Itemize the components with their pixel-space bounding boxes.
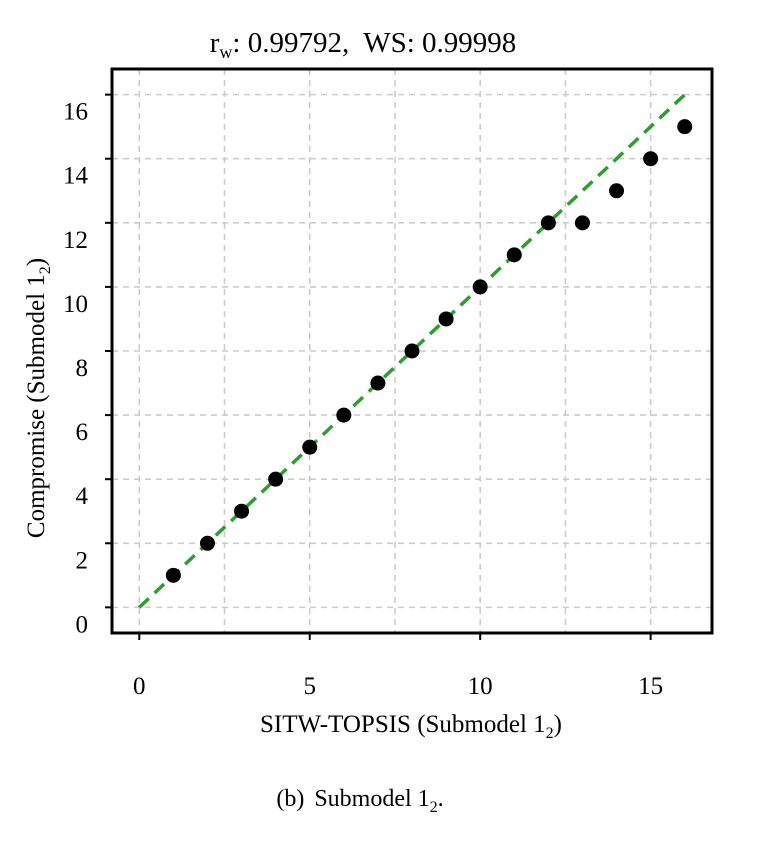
x-axis-ticks: 0 5 10 15 bbox=[133, 633, 663, 700]
title-r-subscript: w bbox=[219, 42, 232, 62]
data-point bbox=[609, 183, 625, 199]
y-tick-label: 6 bbox=[76, 419, 89, 446]
y-tick-label: 12 bbox=[63, 227, 88, 254]
data-point bbox=[165, 567, 181, 583]
data-point bbox=[336, 407, 352, 423]
x-tick-label: 10 bbox=[468, 673, 493, 700]
title-ws-value: WS: 0.99998 bbox=[363, 27, 516, 59]
figure-caption: (b) Submodel 12. bbox=[276, 786, 443, 816]
data-point bbox=[643, 151, 659, 167]
x-tick-label: 0 bbox=[133, 673, 146, 700]
data-point bbox=[370, 375, 386, 391]
chart-title: rw: 0.99792, WS: 0.99998 bbox=[210, 27, 517, 62]
y-tick-label: 4 bbox=[76, 483, 89, 510]
y-tick-label: 10 bbox=[63, 291, 88, 318]
y-axis-label-subscript: 2 bbox=[37, 266, 54, 274]
y-tick-label: 16 bbox=[63, 99, 88, 126]
y-tick-label: 14 bbox=[63, 163, 89, 190]
data-point bbox=[268, 471, 284, 487]
x-tick-label: 15 bbox=[638, 673, 663, 700]
x-axis-label-subscript: 2 bbox=[546, 725, 554, 742]
x-axis-label-close: ) bbox=[554, 711, 562, 738]
data-point bbox=[472, 279, 488, 295]
y-axis-label-text: Compromise (Submodel 1 bbox=[23, 274, 50, 538]
data-point bbox=[574, 215, 590, 231]
data-point bbox=[302, 439, 318, 455]
data-point bbox=[234, 503, 250, 519]
title-r-value: : 0.99792, bbox=[232, 27, 349, 59]
title-r-symbol: r bbox=[210, 27, 220, 59]
caption-end: . bbox=[438, 786, 444, 812]
y-tick-label: 8 bbox=[76, 355, 89, 382]
data-points bbox=[165, 119, 693, 583]
data-point bbox=[506, 247, 522, 263]
y-axis-label-close: ) bbox=[23, 258, 50, 266]
x-tick-label: 5 bbox=[303, 673, 316, 700]
y-axis-label: Compromise (Submodel 12) bbox=[23, 258, 54, 538]
caption-subscript: 2 bbox=[430, 799, 438, 816]
caption-label: (b) bbox=[276, 786, 304, 812]
caption-text: Submodel 1 bbox=[314, 786, 429, 812]
data-point bbox=[199, 535, 215, 551]
y-tick-label: 2 bbox=[76, 547, 89, 574]
data-point bbox=[540, 215, 556, 231]
data-point bbox=[677, 119, 693, 135]
data-point bbox=[438, 311, 454, 327]
x-axis-label: SITW-TOPSIS (Submodel 12) bbox=[260, 711, 562, 742]
y-axis-ticks: 0 2 4 6 8 10 12 14 16 bbox=[63, 93, 112, 638]
y-tick-label: 0 bbox=[76, 611, 89, 638]
data-point bbox=[404, 343, 420, 359]
x-axis-label-text: SITW-TOPSIS (Submodel 1 bbox=[260, 711, 546, 738]
